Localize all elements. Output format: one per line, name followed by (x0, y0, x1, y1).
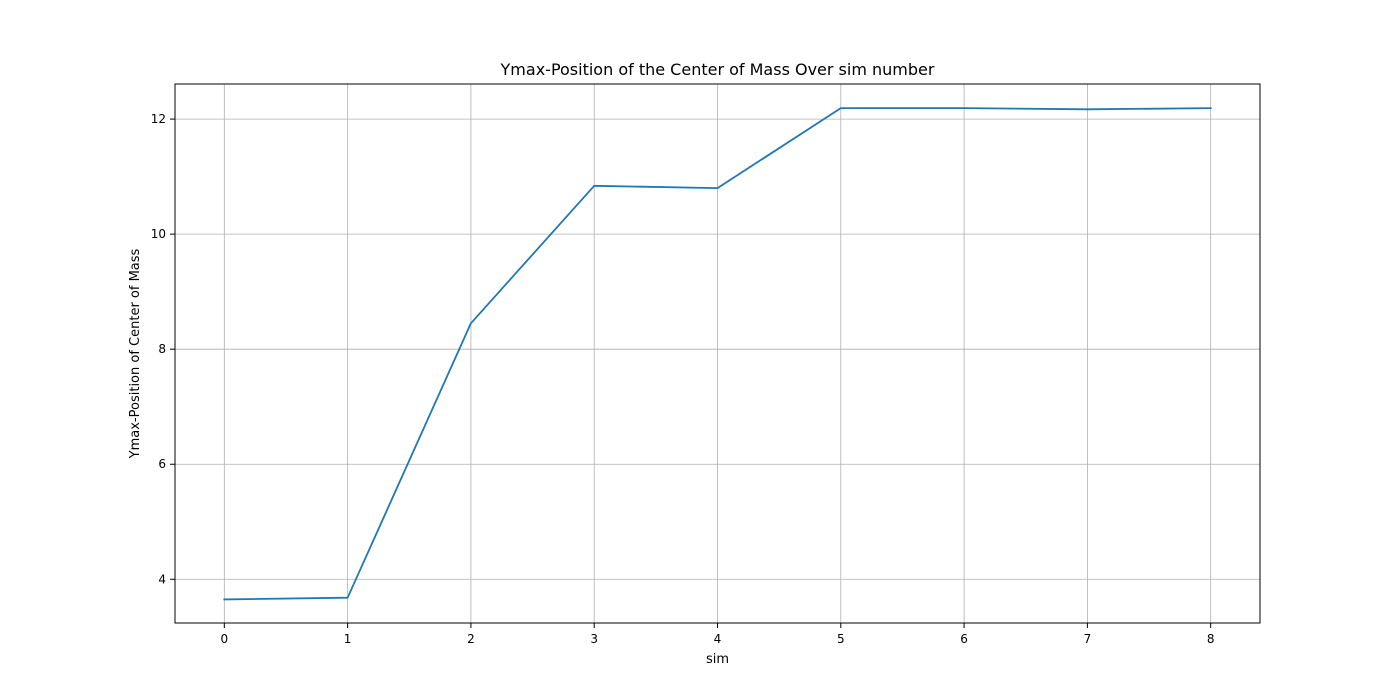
x-tick-label: 1 (344, 632, 352, 646)
series-layer (223, 107, 1212, 601)
x-axis-label: sim (706, 652, 729, 667)
x-tick-label: 0 (220, 632, 228, 646)
x-tick-label: 2 (467, 632, 475, 646)
series-line (223, 107, 1212, 601)
x-tick-label: 3 (590, 632, 598, 646)
y-tick-label: 8 (158, 342, 166, 356)
grid (175, 84, 1260, 623)
x-tick-label: 7 (1084, 632, 1092, 646)
x-tick-label: 8 (1207, 632, 1215, 646)
x-tick-label: 5 (837, 632, 845, 646)
y-tick-label: 10 (151, 227, 166, 241)
y-axis-label: Ymax-Position of Center of Mass (128, 248, 143, 459)
y-axis-ticks: 4 6 8 10 12 (151, 112, 175, 586)
y-tick-label: 6 (158, 457, 166, 471)
x-axis-ticks: 0 1 2 3 4 5 6 7 8 (220, 623, 1215, 646)
chart-title: Ymax-Position of the Center of Mass Over… (500, 60, 935, 79)
x-tick-label: 4 (714, 632, 722, 646)
y-tick-label: 12 (151, 112, 166, 126)
x-tick-label: 6 (960, 632, 968, 646)
y-tick-label: 4 (158, 572, 166, 586)
